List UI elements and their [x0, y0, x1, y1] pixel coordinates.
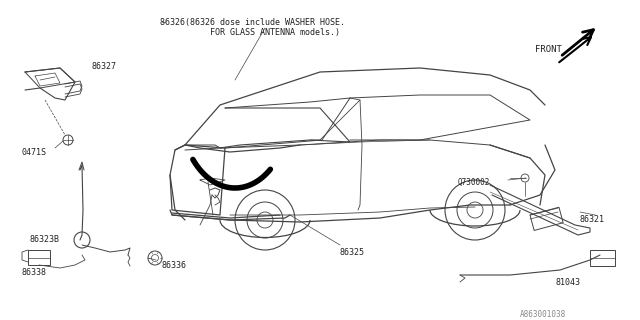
- Text: Q730002: Q730002: [458, 178, 490, 187]
- Text: 81043: 81043: [555, 278, 580, 287]
- Bar: [590, 250, 615, 266]
- Text: A863001038: A863001038: [520, 310, 566, 319]
- Text: 0471S: 0471S: [22, 148, 47, 157]
- Text: 86321: 86321: [580, 215, 605, 224]
- Text: FRONT: FRONT: [535, 45, 562, 54]
- Bar: [28, 250, 50, 265]
- Text: 86327: 86327: [92, 62, 117, 71]
- Text: FOR GLASS ANTENNA models.): FOR GLASS ANTENNA models.): [185, 28, 340, 37]
- Text: 86338: 86338: [22, 268, 47, 277]
- Text: 86326(86326 dose include WASHER HOSE.: 86326(86326 dose include WASHER HOSE.: [160, 18, 345, 27]
- Text: 86325: 86325: [340, 248, 365, 257]
- Bar: [530, 207, 563, 230]
- Text: 86336: 86336: [162, 261, 187, 270]
- Text: 86323B: 86323B: [30, 235, 60, 244]
